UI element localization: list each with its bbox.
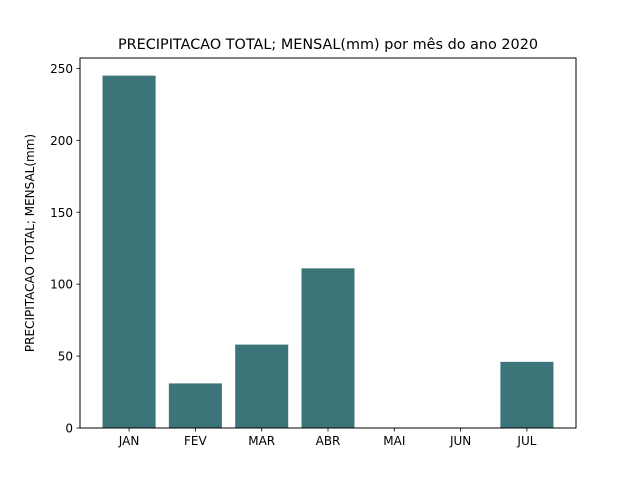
plot-frame	[79, 57, 577, 429]
bar-jan	[102, 75, 156, 428]
bar-jul	[500, 361, 554, 428]
x-tick-label: FEV	[184, 434, 207, 448]
bars-layer	[102, 75, 554, 428]
x-tick-label: JAN	[118, 434, 140, 448]
bar-abr	[301, 268, 355, 428]
y-tick-label: 200	[50, 134, 73, 148]
x-tick-label: JUN	[449, 434, 471, 448]
y-tick-label: 0	[65, 422, 73, 436]
y-axis-ticks: 0 50 100 150 200 250	[50, 62, 80, 436]
y-tick-label: 150	[50, 206, 73, 220]
y-tick-label: 50	[58, 350, 73, 364]
x-tick-label: ABR	[316, 434, 341, 448]
chart-title: PRECIPITACAO TOTAL; MENSAL(mm) por mês d…	[118, 37, 538, 53]
x-axis-ticks: JAN FEV MAR ABR MAI JUN JUL	[118, 428, 537, 448]
y-tick-label: 250	[50, 62, 73, 76]
bar-fev	[168, 383, 222, 428]
x-tick-label: MAR	[248, 434, 275, 448]
x-tick-label: MAI	[383, 434, 405, 448]
y-tick-label: 100	[50, 278, 73, 292]
bar-mar	[235, 344, 289, 428]
x-tick-label: JUL	[516, 434, 536, 448]
y-axis-label: PRECIPITACAO TOTAL; MENSAL(mm)	[23, 134, 37, 352]
